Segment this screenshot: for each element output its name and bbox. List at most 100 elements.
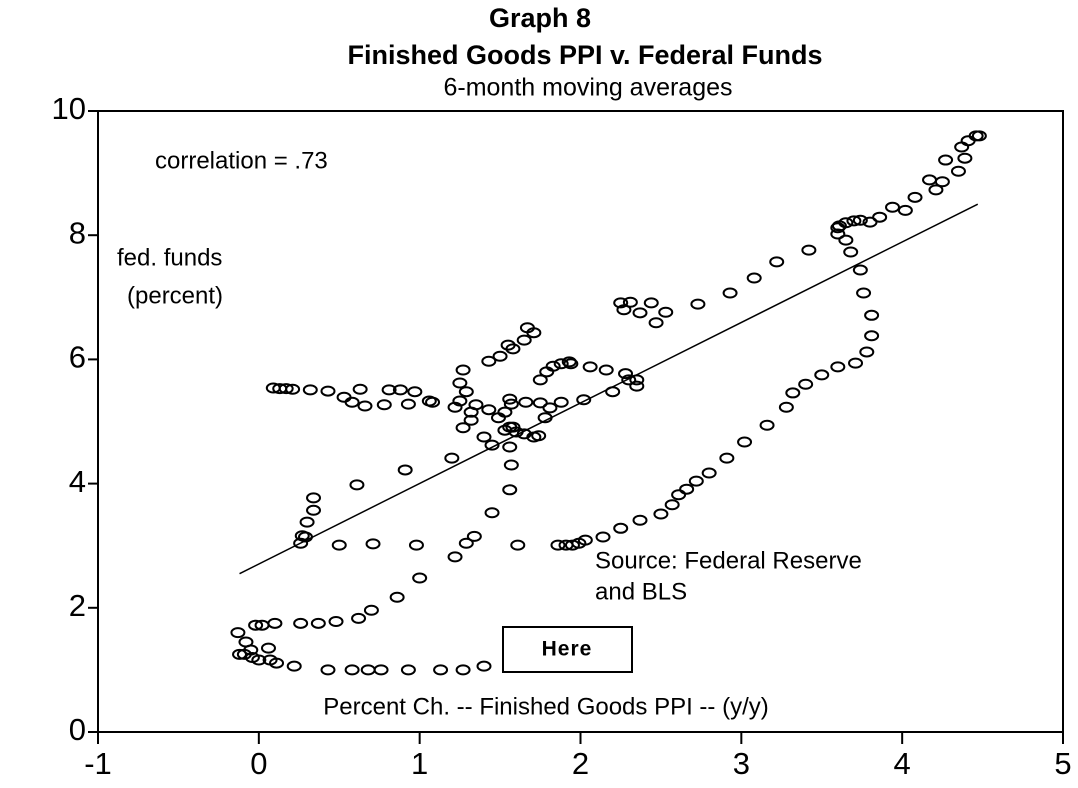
x-tick-label: -1 — [84, 746, 112, 781]
point — [563, 358, 579, 370]
point — [492, 350, 508, 362]
point — [230, 627, 246, 639]
point — [232, 648, 248, 660]
point — [632, 514, 648, 526]
point — [553, 396, 569, 408]
point — [463, 414, 479, 426]
point — [285, 383, 301, 395]
point — [954, 141, 970, 153]
point — [897, 204, 913, 216]
point — [352, 383, 368, 395]
point — [360, 664, 376, 676]
point — [737, 436, 753, 448]
point — [632, 307, 648, 319]
point — [306, 504, 322, 516]
point — [605, 386, 621, 398]
point — [934, 176, 950, 188]
point — [310, 617, 326, 629]
y-tick-label: 4 — [69, 464, 86, 499]
point — [508, 426, 524, 438]
point — [798, 378, 814, 390]
point — [950, 165, 966, 177]
point — [582, 361, 598, 373]
point — [518, 396, 534, 408]
y-tick-label: 0 — [69, 712, 86, 747]
point — [971, 130, 987, 142]
point — [801, 244, 817, 256]
point — [444, 452, 460, 464]
point — [577, 534, 593, 546]
x-tick-label: 4 — [894, 746, 911, 781]
point — [769, 256, 785, 268]
point — [688, 475, 704, 487]
point — [616, 304, 632, 316]
point — [526, 327, 542, 339]
point — [392, 384, 408, 396]
point — [671, 489, 687, 501]
y-tick-label: 2 — [69, 588, 86, 623]
point — [400, 664, 416, 676]
point — [466, 530, 482, 542]
point — [503, 398, 519, 410]
point — [267, 617, 283, 629]
point — [455, 664, 471, 676]
point — [294, 530, 310, 542]
x-tick-label: 1 — [411, 746, 428, 781]
point — [484, 507, 500, 519]
here-button[interactable] — [502, 626, 633, 673]
point — [278, 383, 294, 395]
point — [843, 246, 859, 258]
point — [397, 464, 413, 476]
point — [532, 397, 548, 409]
point — [848, 357, 864, 369]
point — [957, 152, 973, 164]
point — [532, 374, 548, 386]
point — [363, 604, 379, 616]
point — [830, 222, 846, 234]
point — [598, 364, 614, 376]
point — [481, 404, 497, 416]
x-tick-label: 2 — [572, 746, 589, 781]
point — [433, 664, 449, 676]
point — [852, 214, 868, 226]
source-note: Source: Federal Reserve — [595, 547, 862, 574]
chart-title: Graph 8 — [489, 3, 591, 33]
y-axis-label: fed. funds — [117, 244, 222, 271]
point — [365, 538, 381, 550]
point — [502, 393, 518, 405]
point — [545, 360, 561, 372]
point — [408, 539, 424, 551]
point — [885, 201, 901, 213]
point — [286, 660, 302, 672]
x-tick-label: 0 — [250, 746, 267, 781]
point — [299, 516, 315, 528]
x-tick-label: 3 — [733, 746, 750, 781]
point — [576, 394, 592, 406]
point — [759, 419, 775, 431]
point — [613, 522, 629, 534]
point — [595, 531, 611, 543]
point — [648, 317, 664, 329]
point — [510, 539, 526, 551]
point — [679, 483, 695, 495]
point — [328, 615, 344, 627]
point — [455, 364, 471, 376]
chart-subtitle: 6-month moving averages — [443, 74, 732, 102]
point — [859, 346, 875, 358]
point — [778, 401, 794, 413]
here-button-label[interactable]: Here — [542, 638, 593, 661]
point — [846, 215, 862, 227]
point — [468, 399, 484, 411]
point — [852, 264, 868, 276]
point — [622, 296, 638, 308]
point — [814, 369, 830, 381]
point — [701, 467, 717, 479]
point — [458, 386, 474, 398]
point — [412, 572, 428, 584]
point — [351, 612, 367, 624]
point — [425, 396, 441, 408]
source-note: and BLS — [595, 578, 687, 605]
point — [785, 387, 801, 399]
point — [320, 385, 336, 397]
